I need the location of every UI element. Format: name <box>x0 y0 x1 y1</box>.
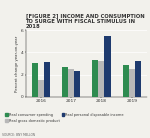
Text: [FIGURE 2] INCOME AND CONSUMPTION TO SURGE WITH FISCAL STIMULUS IN 2018: [FIGURE 2] INCOME AND CONSUMPTION TO SUR… <box>26 13 144 29</box>
Bar <box>123 65 129 97</box>
Bar <box>104 36 111 97</box>
Bar <box>38 80 44 97</box>
Bar <box>74 71 80 97</box>
Bar <box>135 61 141 97</box>
Bar <box>98 61 105 97</box>
Y-axis label: Percent change year-on-year: Percent change year-on-year <box>15 35 19 92</box>
Bar <box>68 69 74 97</box>
Bar <box>62 67 68 97</box>
Text: SOURCE: BNY MELLON: SOURCE: BNY MELLON <box>2 133 35 137</box>
Bar <box>32 63 38 97</box>
Bar <box>129 69 135 97</box>
Legend: Real consumer spending, Real gross domestic product, Real personal disposable in: Real consumer spending, Real gross domes… <box>5 113 124 123</box>
Bar <box>44 62 50 97</box>
Bar <box>92 60 98 97</box>
